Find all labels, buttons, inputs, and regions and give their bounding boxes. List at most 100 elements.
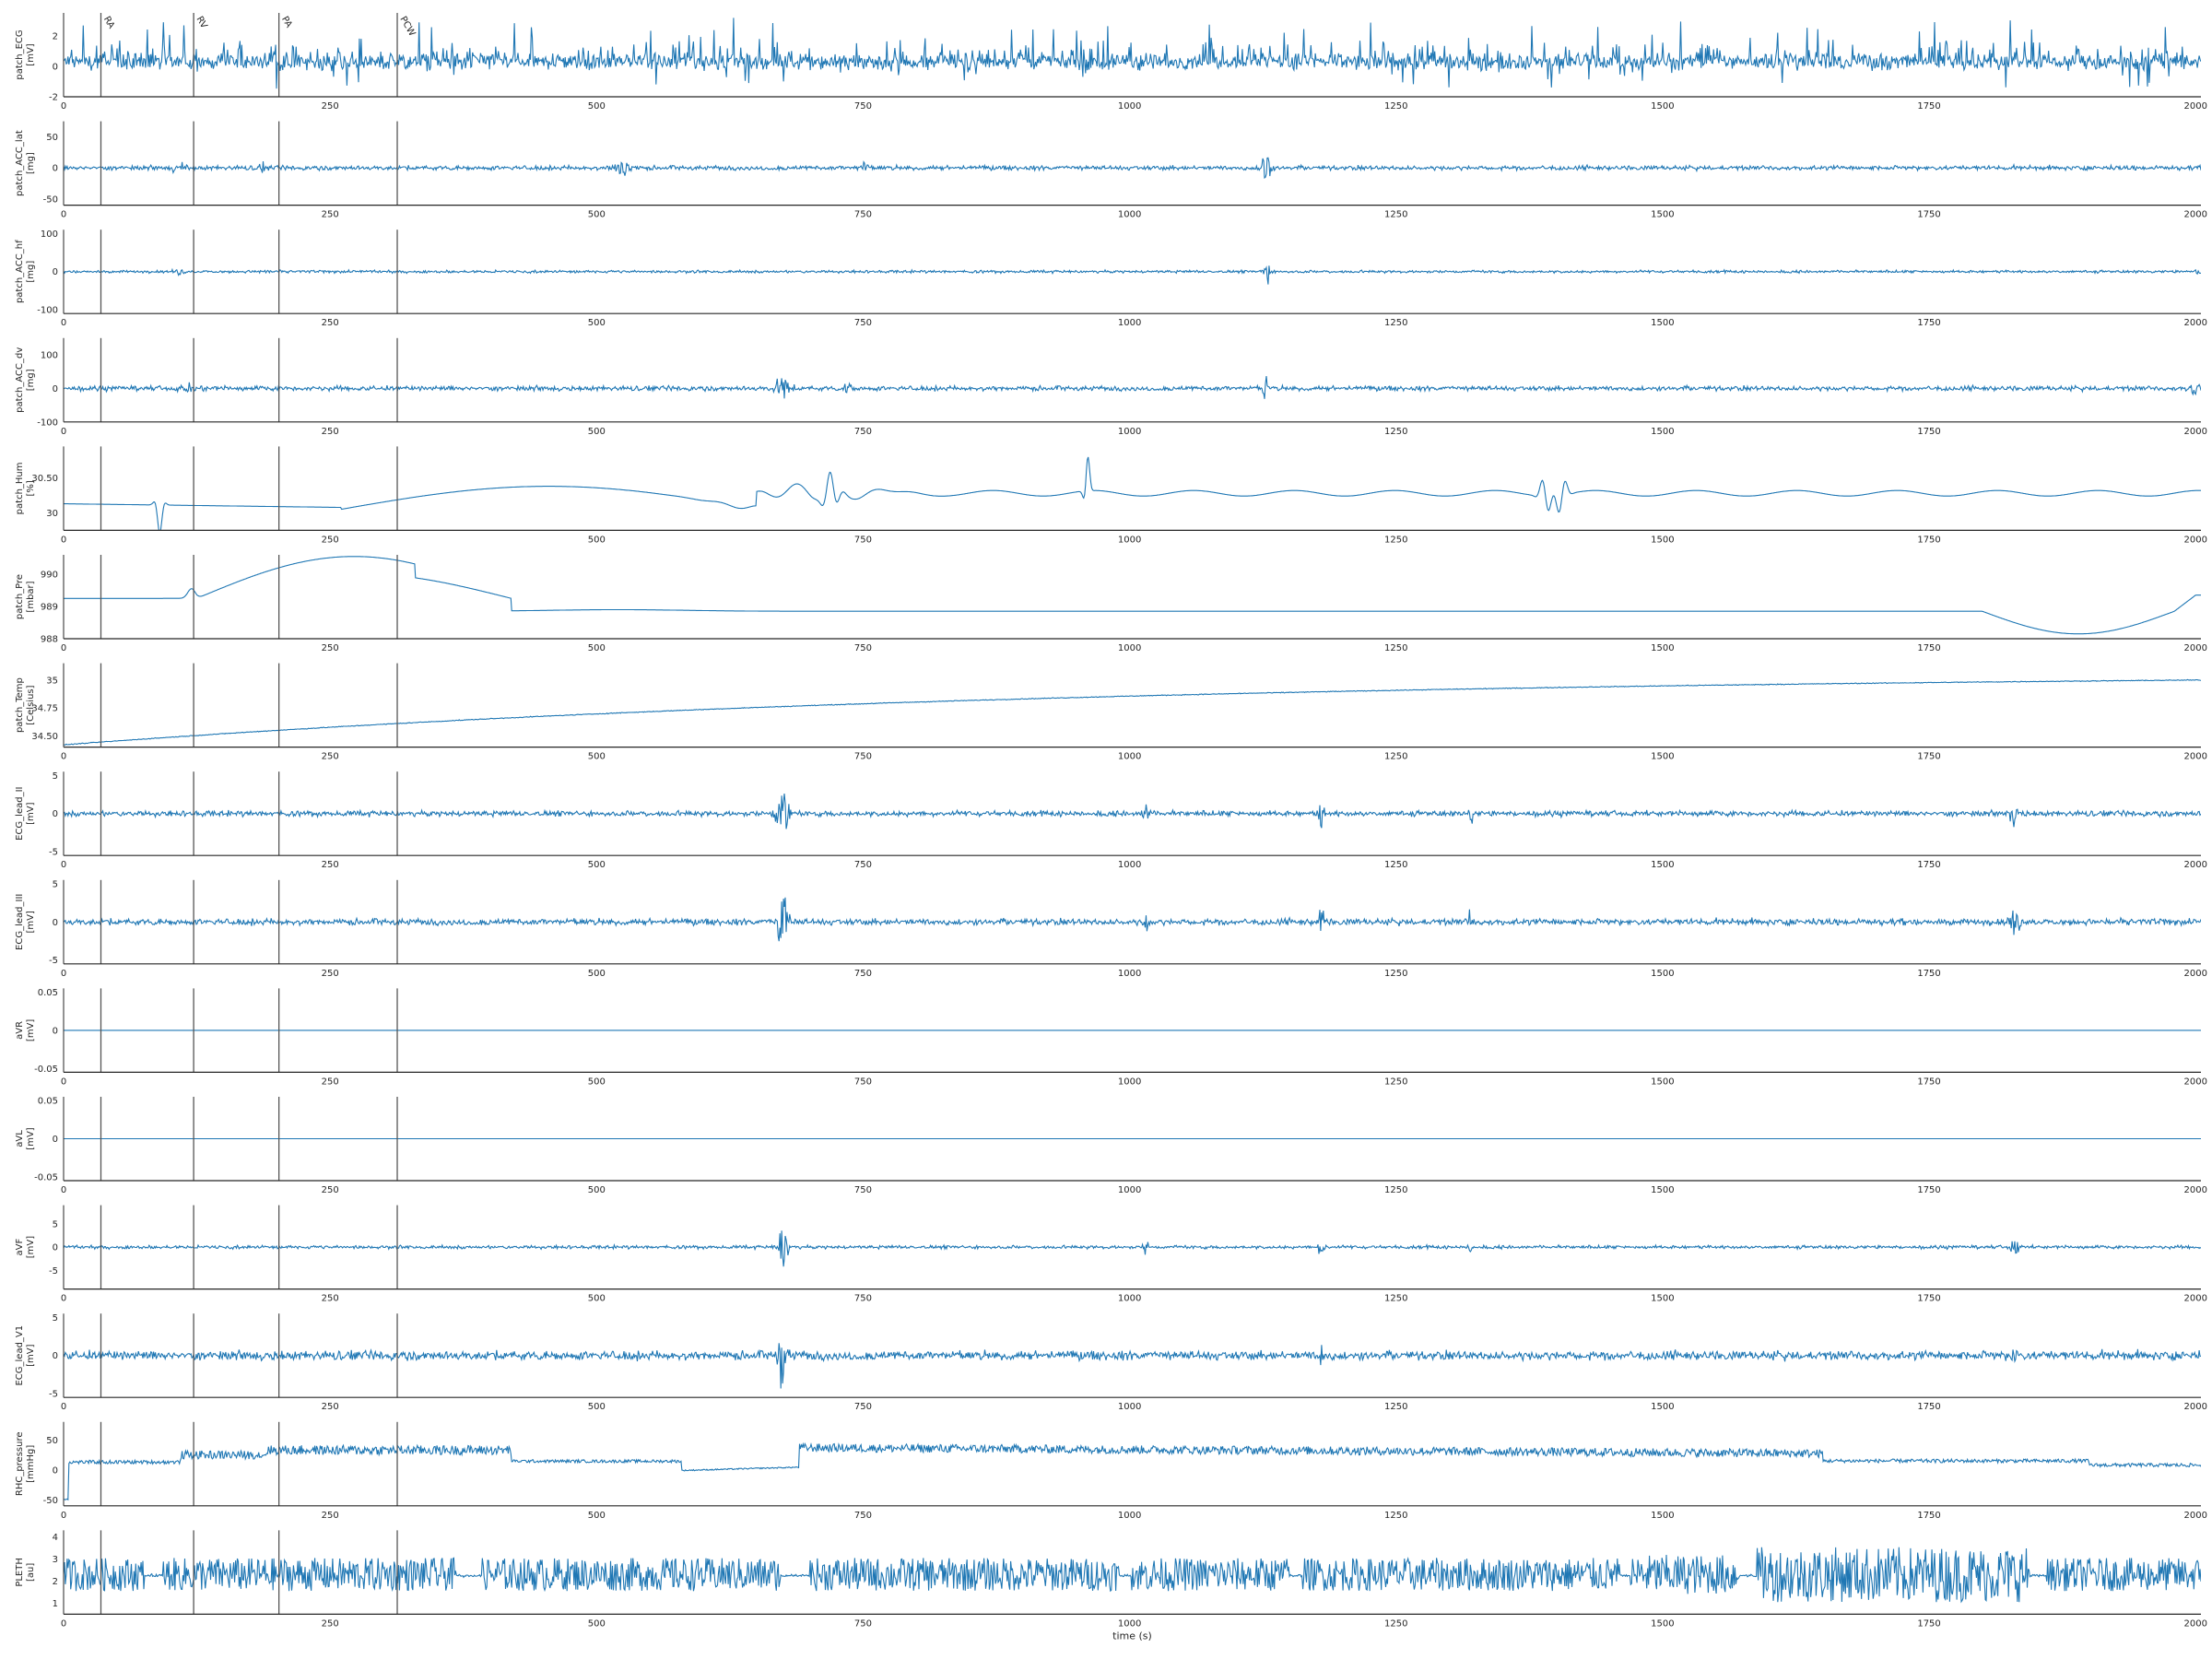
x-tick-label: 1750 [1917, 969, 1940, 979]
y-tick-label: 2 [53, 1577, 58, 1587]
x-tick-label: 1500 [1651, 860, 1674, 870]
y-tick-label: -5 [49, 848, 58, 858]
y-axis-label-unit: [mbar] [26, 581, 36, 612]
x-tick-label: 250 [322, 535, 339, 545]
x-tick-label: 1750 [1917, 1077, 1940, 1087]
x-tick-label: 0 [61, 1511, 66, 1521]
y-axis-label-name: aVR [15, 1021, 25, 1040]
y-axis-label-unit: [Celsius] [26, 685, 36, 724]
x-tick-label: 2000 [2183, 643, 2206, 653]
x-tick-label: 250 [322, 643, 339, 653]
y-axis-label-name: ECG_lead_III [15, 894, 25, 950]
y-axis-label: patch_ACC_hf[mg] [15, 240, 36, 303]
series-line-ECG_lead_V1 [64, 1343, 2201, 1389]
x-tick-label: 1750 [1917, 1511, 1940, 1521]
x-tick-label: 750 [854, 1077, 872, 1087]
x-tick-label: 1000 [1118, 643, 1141, 653]
x-tick-label: 250 [322, 1077, 339, 1087]
y-axis-label: ECG_lead_II[mV] [15, 787, 36, 841]
y-axis-label: aVR[mV] [15, 1019, 36, 1041]
x-tick-label: 1750 [1917, 1294, 1940, 1304]
x-tick-label: 1750 [1917, 643, 1940, 653]
x-tick-label: 750 [854, 427, 872, 437]
x-tick-label: 1500 [1651, 1077, 1674, 1087]
x-tick-label: 1000 [1118, 860, 1141, 870]
y-tick-label: 0 [53, 809, 58, 819]
x-tick-label: 2000 [2183, 535, 2206, 545]
series-line-patch_ACC_dv [64, 376, 2201, 399]
y-tick-label: 0 [53, 1135, 58, 1145]
y-tick-label: 4 [53, 1533, 58, 1543]
y-tick-label: 50 [46, 133, 58, 143]
x-tick-label: 1750 [1917, 427, 1940, 437]
series-line-patch_ACC_lat [64, 157, 2201, 180]
y-axis-label: RHC_pressure[mmHg] [15, 1431, 36, 1496]
y-tick-label: 50 [46, 1436, 58, 1446]
y-axis-label: patch_Pre[mbar] [15, 574, 36, 619]
y-axis-label-name: PLETH [15, 1558, 25, 1587]
panel-patch_Temp: 34.50 34.75 35 0 250 500 750 1000 1250 1500 1750 20… [15, 663, 2207, 762]
x-tick-label: 500 [588, 1511, 606, 1521]
y-axis-label: PLETH[au] [15, 1558, 36, 1587]
y-tick-label: 0.05 [38, 988, 58, 998]
x-tick-label: 500 [588, 969, 606, 979]
y-axis-label-name: aVF [15, 1238, 25, 1255]
y-axis-label-unit: [mV] [26, 1344, 36, 1366]
y-axis-label: patch_ACC_lat[mg] [15, 130, 36, 196]
x-tick-label: 1250 [1384, 210, 1407, 220]
y-tick-label: 988 [41, 635, 58, 645]
x-tick-label: 2000 [2183, 1294, 2206, 1304]
x-tick-label: 250 [322, 860, 339, 870]
x-tick-label: 0 [61, 643, 66, 653]
y-axis-label: patch_ACC_dv[mg] [15, 347, 36, 413]
y-axis-label-unit: [%] [26, 480, 36, 496]
y-axis-label-unit: [mV] [26, 1019, 36, 1041]
x-tick-label: 1500 [1651, 210, 1674, 220]
y-axis-label: aVL[mV] [15, 1127, 36, 1149]
y-axis-label-name: aVL [15, 1130, 25, 1147]
x-tick-label: 1250 [1384, 1618, 1407, 1629]
event-annotation-RV: RV [194, 15, 209, 30]
series-line-patch_ECG [64, 18, 2201, 89]
y-tick-label: 5 [53, 1313, 58, 1324]
y-axis-label-name: patch_ACC_lat [15, 130, 25, 196]
x-tick-label: 1000 [1118, 1077, 1141, 1087]
x-tick-label: 0 [61, 427, 66, 437]
x-tick-label: 1750 [1917, 318, 1940, 328]
y-axis-label-unit: [mV] [26, 1236, 36, 1258]
y-tick-label: -100 [37, 418, 58, 428]
x-tick-label: 500 [588, 318, 606, 328]
x-tick-label: 750 [854, 318, 872, 328]
x-tick-label: 1500 [1651, 427, 1674, 437]
y-tick-label: -5 [49, 1266, 58, 1277]
x-tick-label: 1750 [1917, 860, 1940, 870]
x-tick-label: 1000 [1118, 101, 1141, 112]
y-axis-label-unit: [mg] [26, 261, 36, 283]
x-tick-label: 500 [588, 1294, 606, 1304]
y-axis-label: patch_ECG[mV] [15, 29, 36, 79]
y-tick-label: 0.05 [38, 1097, 58, 1107]
y-tick-label: 0 [53, 1351, 58, 1361]
x-tick-label: 0 [61, 860, 66, 870]
y-tick-label: 5 [53, 879, 58, 889]
event-annotation-RA: RA [101, 15, 116, 30]
y-tick-label: 3 [53, 1555, 58, 1565]
y-axis-label: ECG_lead_V1[mV] [15, 1325, 36, 1386]
y-tick-label: 0 [53, 267, 58, 277]
y-tick-label: 100 [41, 351, 58, 361]
x-tick-label: 1750 [1917, 101, 1940, 112]
y-axis-label-unit: [mV] [26, 1127, 36, 1149]
x-tick-label: 1000 [1118, 1294, 1141, 1304]
y-tick-label: -0.05 [34, 1172, 58, 1182]
x-tick-label: 2000 [2183, 318, 2206, 328]
x-tick-label: 500 [588, 860, 606, 870]
x-tick-label: 1750 [1917, 1618, 1940, 1629]
x-tick-label: 1500 [1651, 1511, 1674, 1521]
x-tick-label: 0 [61, 1294, 66, 1304]
y-tick-label: -5 [49, 956, 58, 966]
